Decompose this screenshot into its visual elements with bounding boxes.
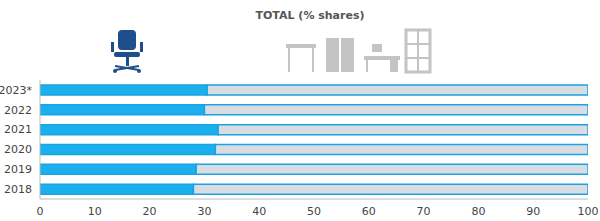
svg-text:0: 0 — [37, 205, 44, 218]
svg-text:40: 40 — [252, 205, 266, 218]
svg-text:100: 100 — [578, 205, 593, 218]
svg-text:2019: 2019 — [8, 163, 32, 176]
svg-text:10: 10 — [88, 205, 102, 218]
svg-text:80: 80 — [471, 205, 485, 218]
svg-text:2022: 2022 — [8, 104, 32, 117]
svg-text:70: 70 — [417, 205, 431, 218]
svg-text:20: 20 — [143, 205, 157, 218]
svg-text:90: 90 — [526, 205, 540, 218]
svg-text:2018: 2018 — [8, 183, 32, 196]
svg-text:2020: 2020 — [8, 143, 32, 156]
svg-text:50: 50 — [307, 205, 321, 218]
svg-text:2023*: 2023* — [8, 84, 32, 97]
svg-text:60: 60 — [362, 205, 376, 218]
html-text:TOTAL (% shares): TOTAL (% shares) — [255, 9, 365, 22]
svg-text:30: 30 — [197, 205, 211, 218]
svg-text:2021: 2021 — [8, 123, 32, 136]
